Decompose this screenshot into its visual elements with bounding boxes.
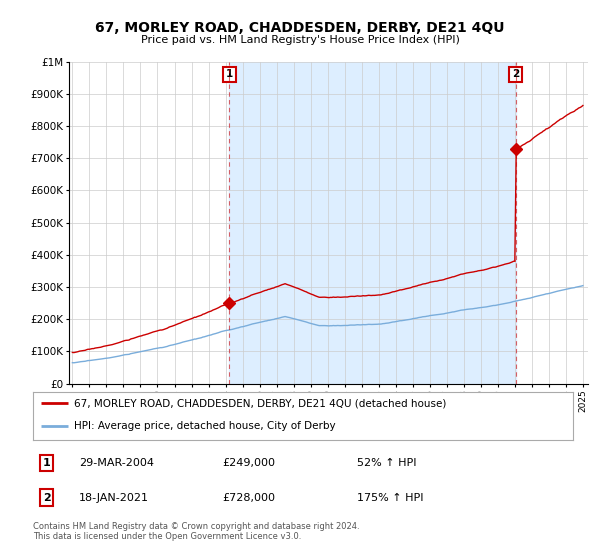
- Text: 29-MAR-2004: 29-MAR-2004: [79, 458, 154, 468]
- Text: 2: 2: [512, 69, 520, 80]
- Text: 1: 1: [226, 69, 233, 80]
- Bar: [229, 62, 515, 384]
- Text: 1: 1: [43, 458, 50, 468]
- Text: Price paid vs. HM Land Registry's House Price Index (HPI): Price paid vs. HM Land Registry's House …: [140, 35, 460, 45]
- Text: 67, MORLEY ROAD, CHADDESDEN, DERBY, DE21 4QU: 67, MORLEY ROAD, CHADDESDEN, DERBY, DE21…: [95, 21, 505, 35]
- Text: £249,000: £249,000: [222, 458, 275, 468]
- Text: 175% ↑ HPI: 175% ↑ HPI: [357, 493, 424, 502]
- Text: HPI: Average price, detached house, City of Derby: HPI: Average price, detached house, City…: [74, 421, 335, 431]
- Text: 18-JAN-2021: 18-JAN-2021: [79, 493, 149, 502]
- Text: £728,000: £728,000: [222, 493, 275, 502]
- Text: 2: 2: [43, 493, 50, 502]
- Text: 67, MORLEY ROAD, CHADDESDEN, DERBY, DE21 4QU (detached house): 67, MORLEY ROAD, CHADDESDEN, DERBY, DE21…: [74, 398, 446, 408]
- Text: Contains HM Land Registry data © Crown copyright and database right 2024.
This d: Contains HM Land Registry data © Crown c…: [33, 522, 359, 542]
- Text: 52% ↑ HPI: 52% ↑ HPI: [357, 458, 416, 468]
